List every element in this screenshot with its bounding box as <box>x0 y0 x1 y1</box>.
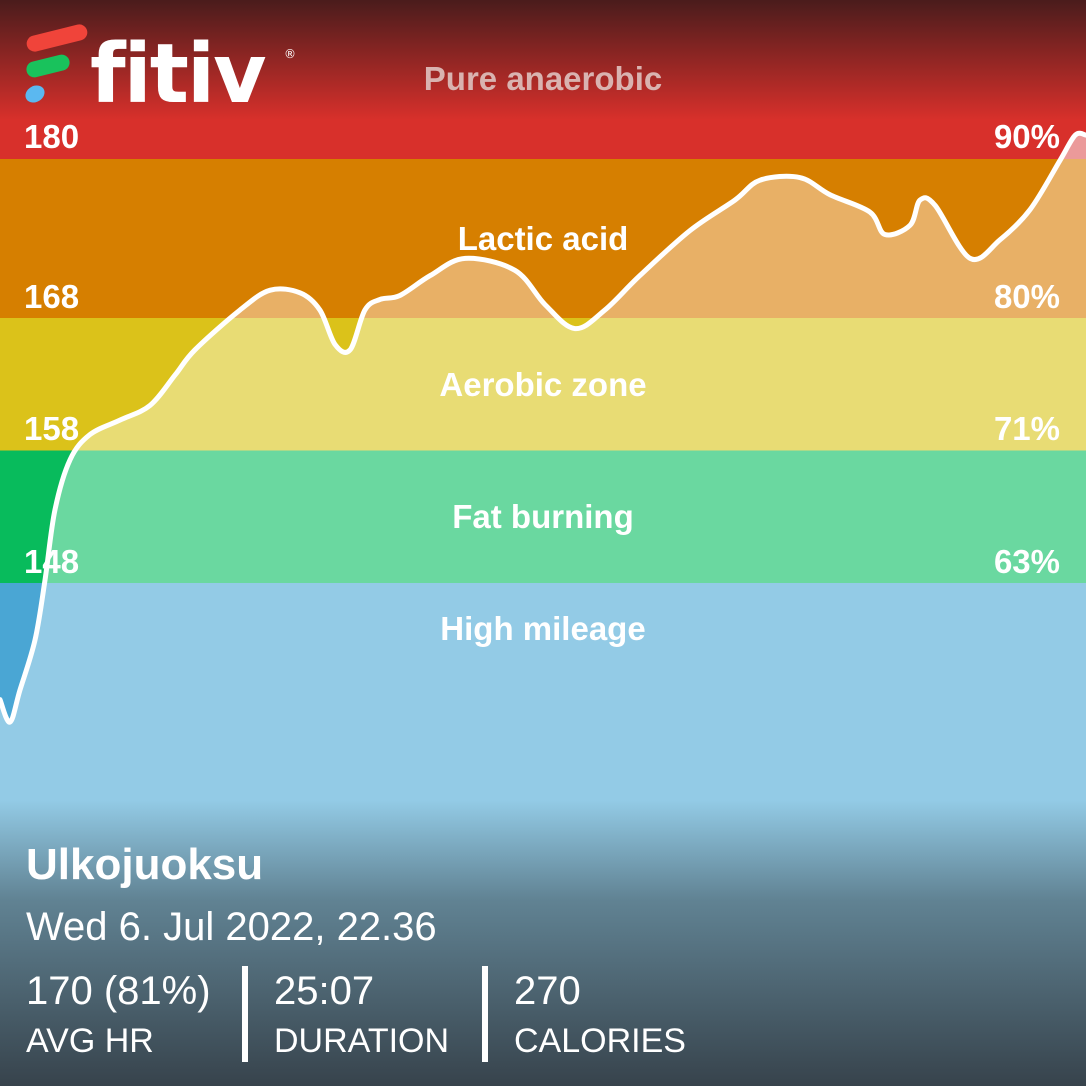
pct-tick-80: 80% <box>993 278 1060 315</box>
stat-value: 25:07 <box>274 969 375 1013</box>
workout-title: Ulkojuoksu <box>26 840 264 889</box>
pct-tick-90: 90% <box>993 118 1060 155</box>
stat-value: 170 (81%) <box>26 969 211 1013</box>
fitiv-logo-icon: fitiv ® <box>25 24 296 122</box>
stat-label: AVG HR <box>26 1022 154 1060</box>
zone-label-fat-burning: Fat burning <box>452 498 634 535</box>
stat-value: 270 <box>514 969 581 1013</box>
stat-avg-hr: 170 (81%) AVG HR <box>26 968 211 1064</box>
stat-label: DURATION <box>274 1022 450 1060</box>
divider <box>482 966 488 1062</box>
zone-label-high-mileage: High mileage <box>440 610 646 647</box>
svg-text:fitiv: fitiv <box>90 27 266 108</box>
zone-label-lactic-acid: Lactic acid <box>457 220 629 257</box>
pct-tick-71: 71% <box>993 410 1060 447</box>
heart-rate-line <box>0 130 1086 725</box>
stat-duration: 25:07 DURATION <box>274 968 449 1064</box>
svg-text:®: ® <box>284 47 296 61</box>
hr-tick-180: 180 <box>24 118 80 155</box>
top-shade <box>0 0 1086 120</box>
hr-tick-168: 168 <box>24 278 80 315</box>
hr-tick-158: 158 <box>24 410 80 447</box>
summary-panel <box>0 800 1086 1086</box>
hr-tick-148: 148 <box>24 543 80 580</box>
zone-label-pure-anaerobic: Pure anaerobic <box>423 60 663 97</box>
zone-label-aerobic: Aerobic zone <box>439 366 647 403</box>
divider <box>242 966 248 1062</box>
stat-label: CALORIES <box>514 1022 686 1060</box>
pct-tick-63: 63% <box>993 543 1060 580</box>
zone-fill <box>0 450 1086 583</box>
workout-date: Wed 6. Jul 2022, 22.36 <box>26 905 437 949</box>
fitiv-logo: fitiv ® <box>22 18 302 122</box>
stat-calories: 270 CALORIES <box>514 968 686 1064</box>
